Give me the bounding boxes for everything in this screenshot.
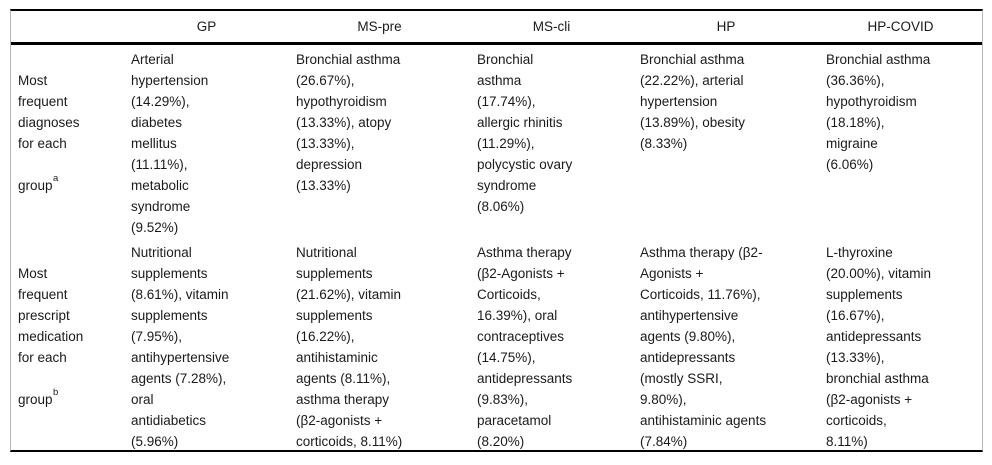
- table-row-medication: Most frequent prescript medication for e…: [11, 238, 982, 449]
- row-label-diagnoses: Most frequent diagnoses for each groupa: [11, 45, 124, 238]
- column-header-hp-covid: HP-COVID: [867, 19, 934, 34]
- row-label-diagnoses-lastline: groupa: [18, 172, 118, 196]
- cell-medication-gp: Nutritional supplements (8.61%), vitamin…: [131, 245, 230, 449]
- table-header-row: GP MS-pre MS-cli HP HP-COVID: [11, 11, 982, 45]
- cell-diagnoses-gp: Arterial hypertension (14.29%), diabetes…: [131, 52, 209, 235]
- column-header-ms-pre: MS-pre: [357, 19, 402, 34]
- cell-diagnoses-hp-covid: Bronchial asthma (36.36%), hypothyroidis…: [826, 52, 931, 172]
- row-label-word: group: [18, 392, 53, 407]
- row-label-medication-text: Most frequent prescript medication for e…: [18, 266, 84, 365]
- column-header-ms-cli: MS-cli: [532, 19, 571, 34]
- cell-diagnoses-ms-cli: Bronchial asthma (17.74%), allergic rhin…: [477, 52, 573, 214]
- cell-medication-ms-cli: Asthma therapy (β2-Agonists + Corticoids…: [477, 245, 573, 449]
- cell-medication-ms-pre: Nutritional supplements (21.62%), vitami…: [296, 245, 403, 449]
- column-header-gp: GP: [196, 19, 217, 34]
- cell-diagnoses-ms-pre: Bronchial asthma (26.67%), hypothyroidis…: [296, 52, 401, 193]
- table-row-diagnoses: Most frequent diagnoses for each groupa …: [11, 45, 982, 238]
- cell-medication-hp-covid: L-thyroxine (20.00%), vitamin supplement…: [826, 245, 932, 449]
- cell-medication-hp: Asthma therapy (β2- Agonists + Corticoid…: [640, 245, 767, 449]
- footnote-marker-a: a: [53, 172, 59, 184]
- row-label-diagnoses-text: Most frequent diagnoses for each: [18, 73, 80, 151]
- footnote-marker-b: b: [53, 386, 59, 398]
- column-header-hp: HP: [716, 19, 736, 34]
- row-label-medication-lastline: groupb: [18, 386, 118, 410]
- row-label-word: group: [18, 178, 53, 193]
- cell-diagnoses-hp: Bronchial asthma (22.22%), arterial hype…: [640, 52, 746, 151]
- row-label-medication: Most frequent prescript medication for e…: [11, 238, 124, 452]
- summary-table: GP MS-pre MS-cli HP HP-COVID Most freque…: [10, 9, 983, 452]
